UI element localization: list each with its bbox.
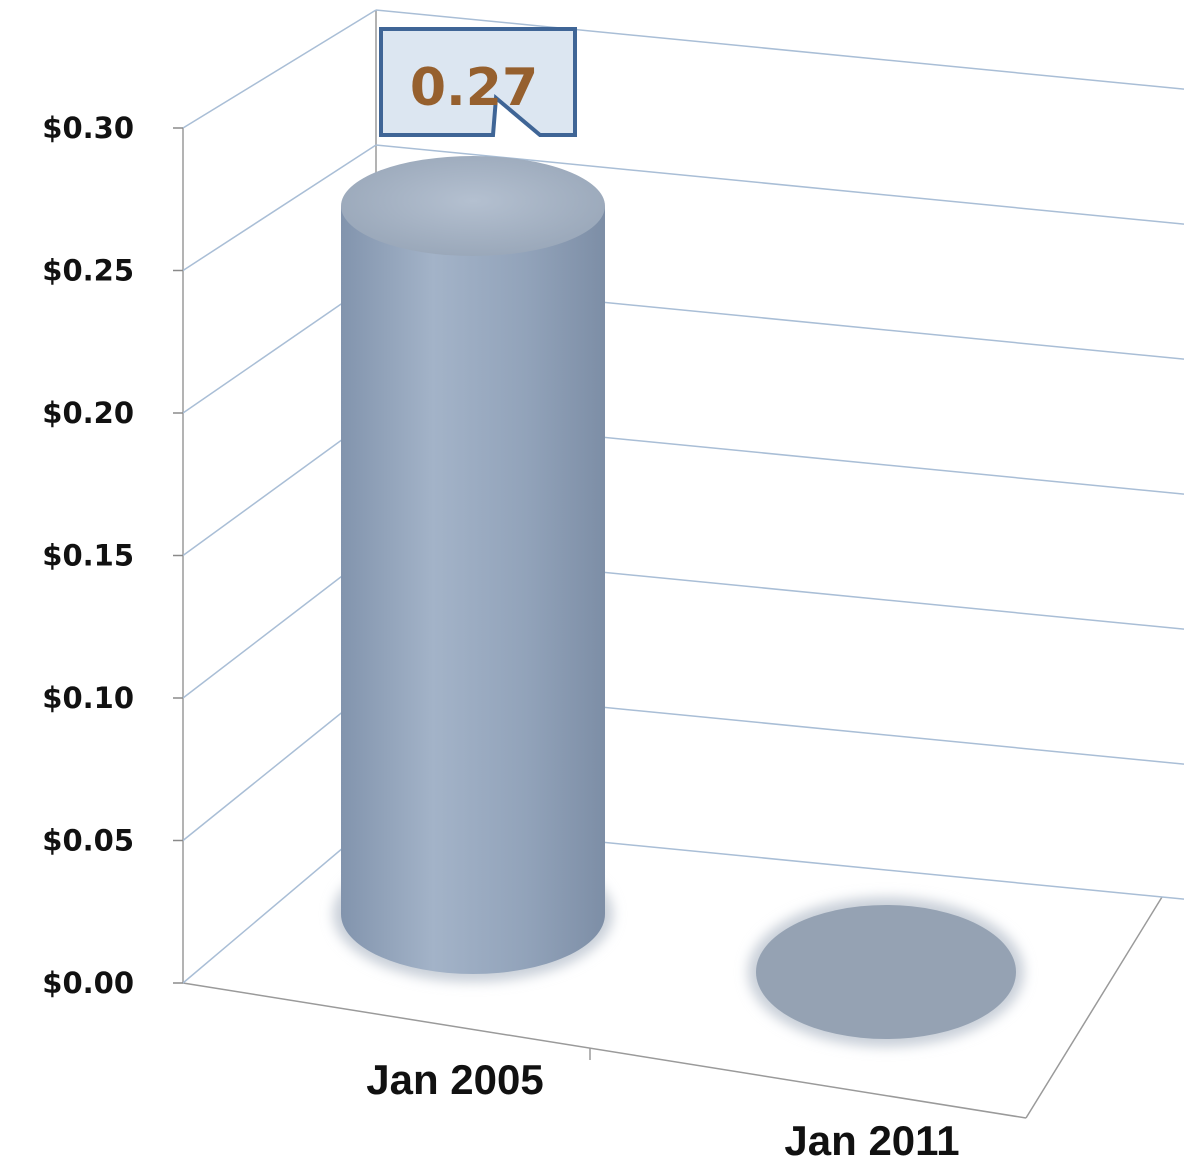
x-tick-label-1: Jan 2011 <box>784 1117 959 1161</box>
bar-top-0 <box>341 156 605 256</box>
bar-1 <box>748 897 1024 1047</box>
gridline-back-6 <box>375 9 1184 90</box>
gridlines <box>182 9 1184 984</box>
y-tick-label-5: $0.25 <box>42 254 134 288</box>
y-axis-ticks: $0.00 $0.05 $0.10 $0.15 $0.20 $0.25 $0.30 <box>42 111 183 1000</box>
callout-box <box>379 27 577 137</box>
bar-0 <box>333 156 613 982</box>
gridline-side-6 <box>182 9 377 129</box>
y-tick-label-0: $0.00 <box>42 966 134 1000</box>
bar-body-0 <box>341 206 605 974</box>
y-tick-label-1: $0.05 <box>42 824 134 858</box>
x-axis-ticks: Jan 2005 Jan 2011 <box>366 1056 959 1161</box>
x-tick-label-0: Jan 2005 <box>366 1056 543 1103</box>
y-tick-label-6: $0.30 <box>42 111 134 145</box>
y-tick-label-4: $0.20 <box>42 396 134 430</box>
y-tick-label-3: $0.15 <box>42 539 134 573</box>
gridline-side-5 <box>182 144 377 272</box>
data-label-callout: 0.27 <box>379 27 577 137</box>
floor-right-edge <box>1025 896 1163 1119</box>
bar-top-1 <box>756 905 1016 1039</box>
bars <box>333 156 1024 1047</box>
floor-front-edge <box>182 982 1027 1119</box>
data-label-0: 0.27 <box>410 58 538 118</box>
y-tick-label-2: $0.10 <box>42 681 134 715</box>
